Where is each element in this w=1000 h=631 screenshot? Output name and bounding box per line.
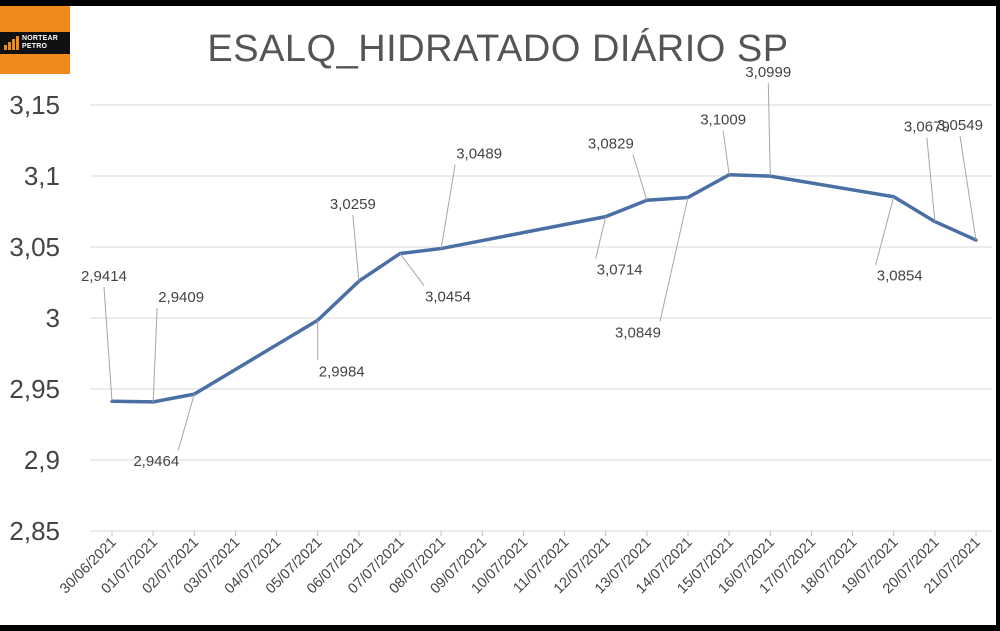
- logo-text: NORTEAR PETRO: [22, 35, 68, 51]
- series-line: [110, 172, 978, 404]
- logo-text-line1: NORTEAR: [22, 35, 59, 42]
- y-tick-label: 2,95: [9, 374, 60, 404]
- data-label: 3,0679: [904, 119, 950, 136]
- y-tick-label: 2,9: [24, 445, 60, 475]
- y-tick-label: 3,1: [24, 161, 60, 191]
- brand-logo: NORTEAR PETRO: [0, 6, 70, 74]
- data-label: 3,0714: [597, 262, 643, 279]
- data-label: 3,0829: [588, 135, 634, 152]
- y-tick-label: 3: [46, 303, 60, 333]
- y-tick-label: 3,15: [9, 90, 60, 120]
- logo-bars-icon: [4, 36, 20, 50]
- data-label: 2,9409: [158, 289, 204, 306]
- data-label-leader: [722, 130, 730, 175]
- data-label: 3,0454: [425, 289, 471, 306]
- y-tick-label: 2,85: [9, 516, 60, 546]
- data-label: 3,0999: [745, 64, 791, 81]
- chart-title: ESALQ_HIDRATADO DIÁRIO SP: [207, 28, 789, 70]
- data-label-leader: [440, 164, 456, 249]
- chart-canvas: NORTEAR PETRO ESALQ_HIDRATADO DIÁRIO SP …: [0, 6, 996, 625]
- line-chart: 3,153,13,0532,952,92,8530/06/202101/07/2…: [9, 64, 992, 597]
- data-label-leader: [595, 216, 607, 259]
- data-label-leader: [103, 287, 113, 402]
- data-label-leader: [875, 196, 895, 265]
- data-label: 3,0849: [615, 324, 661, 341]
- data-label: 3,0854: [877, 268, 923, 285]
- data-label-leader: [177, 393, 195, 451]
- data-label-leader: [352, 215, 360, 282]
- data-label-leader: [659, 197, 689, 322]
- data-label-leader: [926, 137, 936, 222]
- logo-band: NORTEAR PETRO: [0, 32, 70, 54]
- data-label: 3,1009: [700, 112, 746, 129]
- data-label-leader: [959, 135, 977, 241]
- data-label-leader: [399, 253, 425, 286]
- logo-text-line2: PETRO: [22, 43, 48, 50]
- data-label: 3,0489: [456, 146, 502, 163]
- data-label: 2,9414: [81, 268, 127, 285]
- data-label: 3,0549: [937, 117, 983, 134]
- data-label: 3,0259: [330, 196, 376, 213]
- data-label-leader: [767, 83, 771, 177]
- data-label: 2,9464: [133, 453, 179, 470]
- data-label-leader: [152, 307, 158, 402]
- y-tick-label: 3,05: [9, 232, 60, 262]
- data-label: 2,9984: [319, 363, 365, 380]
- data-label-leader: [632, 154, 648, 201]
